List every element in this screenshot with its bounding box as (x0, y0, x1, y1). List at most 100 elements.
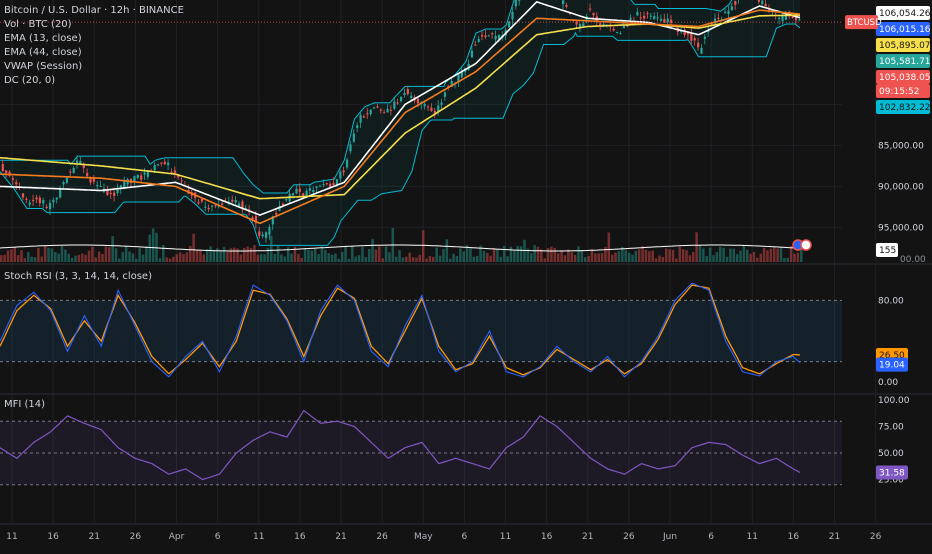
volume-bar (303, 247, 307, 262)
volume-bar (121, 251, 125, 262)
volume-bar (475, 255, 479, 262)
volume-bar (597, 253, 600, 262)
candle-body (352, 133, 355, 142)
volume-bar (739, 250, 742, 262)
volume-bar (793, 253, 796, 262)
mfi-legend: MFI (14) (4, 398, 45, 412)
candle-body (362, 116, 366, 118)
volume-bar (246, 246, 249, 262)
volume-bar (462, 251, 465, 262)
volume-bar (664, 248, 668, 262)
time-axis-label: 6 (215, 532, 221, 542)
volume-bar (786, 257, 789, 262)
candle-body (497, 34, 501, 40)
volume-bar (762, 248, 766, 262)
candle-body (278, 206, 281, 211)
volume-bar (735, 254, 739, 262)
candle-body (79, 161, 82, 165)
candle-body (210, 205, 214, 207)
stoch-legend: Stoch RSI (3, 3, 14, 14, close) (4, 270, 152, 284)
candle-body (565, 5, 568, 7)
volume-bar (499, 256, 503, 262)
volume-bar (489, 255, 492, 262)
indicator-donchian[interactable]: DC (20, 0) (4, 75, 56, 86)
candle-body (707, 30, 710, 33)
time-axis-label: 16 (47, 532, 59, 542)
volume-bar (651, 250, 654, 262)
candle-body (308, 188, 312, 191)
candle-body (764, 3, 767, 7)
volume-bar (486, 253, 489, 262)
volume-bar (54, 252, 57, 262)
volume-bar (195, 249, 199, 262)
volume-bar (23, 258, 27, 262)
price-tag-label: 106,054.26 (879, 9, 931, 19)
volume-bar (573, 254, 577, 262)
candle-body (622, 25, 625, 29)
candle-body (690, 32, 693, 41)
candle-body (207, 207, 210, 210)
volume-bar (70, 257, 74, 262)
mfi-tag-bg (876, 465, 908, 480)
candle-body (15, 182, 18, 185)
volume-bar (337, 258, 341, 262)
mfi-title[interactable]: MFI (14) (4, 399, 46, 410)
candle-body (670, 19, 673, 23)
candle-body (200, 199, 204, 202)
volume-bar (344, 246, 347, 262)
volume-bar (415, 257, 418, 262)
candle-body (65, 177, 69, 183)
volume-bar (570, 252, 573, 262)
volume-bar (644, 249, 648, 262)
volume-bar (340, 251, 344, 262)
volume-bar (766, 250, 769, 262)
volume-bar (124, 246, 128, 262)
volume-bar (472, 256, 476, 262)
candle-body (781, 15, 784, 22)
candle-body (778, 18, 781, 20)
candle-body (487, 35, 490, 37)
indicator-ema13[interactable]: EMA (13, close) (4, 33, 82, 44)
chart-title[interactable]: Bitcoin / U.S. Dollar · 12h · BINANCE (4, 5, 184, 16)
indicator-volume[interactable]: Vol · BTC (20) (4, 19, 72, 30)
volume-bar (442, 249, 445, 262)
candle-body (619, 33, 622, 35)
indicator-vwap[interactable]: VWAP (Session) (4, 61, 83, 72)
candle-body (173, 170, 177, 173)
candle-body (403, 92, 406, 96)
indicator-ema44[interactable]: EMA (44, close) (4, 47, 82, 58)
candle-body (89, 178, 92, 183)
volume-bar (695, 232, 698, 262)
volume-bar (752, 251, 756, 262)
volume-bar (705, 256, 708, 262)
volume-bar (128, 251, 131, 262)
candle-body (48, 202, 52, 210)
time-axis-label: 21 (582, 532, 593, 542)
volume-bar (84, 254, 87, 262)
volume-bar (357, 255, 361, 262)
stoch-title[interactable]: Stoch RSI (3, 3, 14, 14, close) (4, 271, 152, 282)
candle-body (659, 18, 663, 21)
candle-body (281, 203, 285, 206)
volume-bar (145, 246, 148, 262)
candle-body (592, 12, 595, 16)
candle-body (582, 23, 585, 27)
volume-bar (607, 232, 611, 262)
candle-body (92, 178, 96, 182)
volume-bar (286, 247, 290, 262)
candle-body (761, 0, 764, 5)
volume-bar (445, 239, 449, 262)
volume-bar (621, 246, 624, 262)
volume-bar (3, 254, 6, 262)
volume-bar (577, 246, 580, 262)
volume-bar (560, 249, 563, 262)
volume-bar (384, 246, 388, 262)
volume-bar (381, 258, 384, 262)
volume-bar (796, 252, 800, 262)
candle-body (113, 192, 116, 196)
candle-body (369, 109, 372, 115)
candle-body (734, 1, 737, 5)
volume-bar (492, 247, 496, 262)
